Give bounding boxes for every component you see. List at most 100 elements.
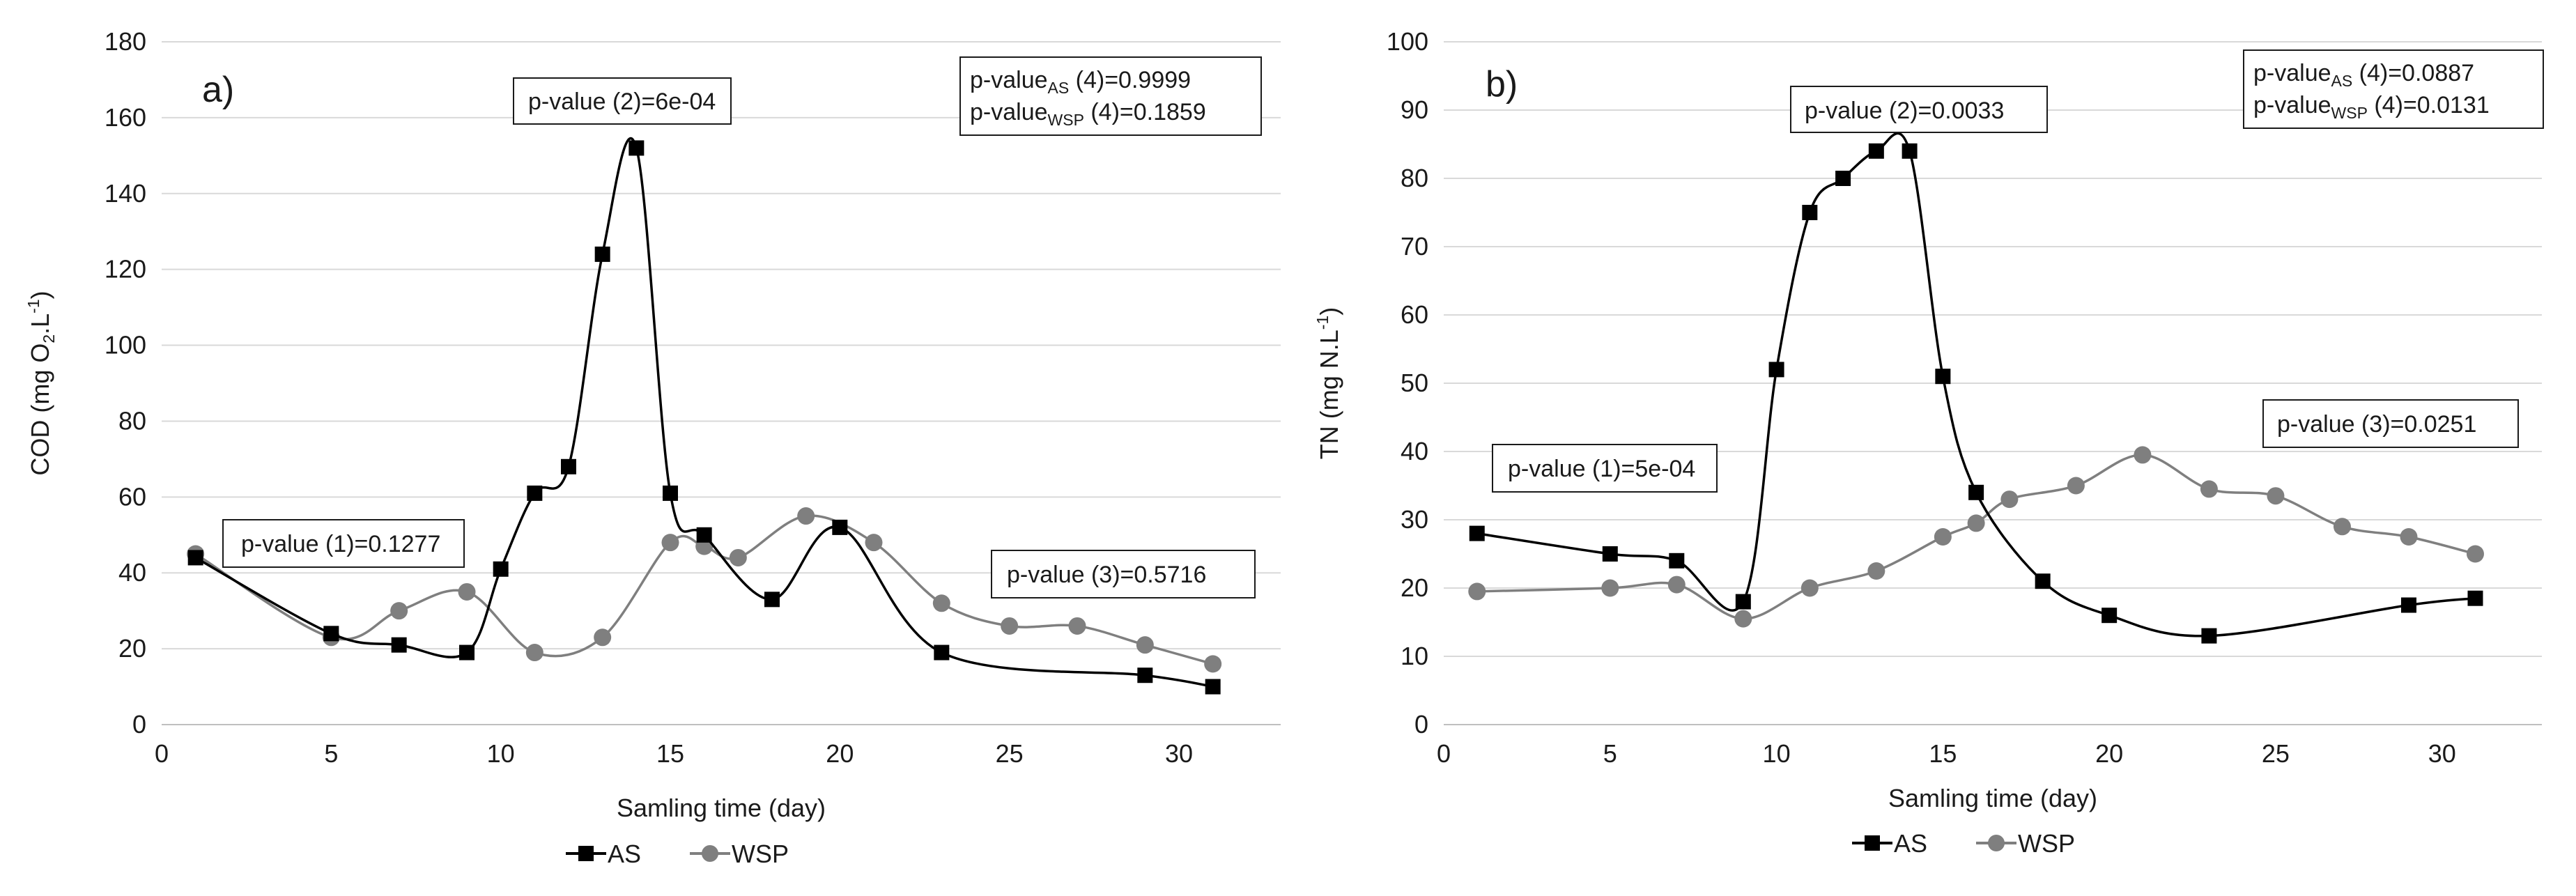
y-tick-label: 70 (1401, 232, 1428, 261)
panel-a-gridlines (162, 41, 1281, 650)
panel-a-pvalue-1-annotation: p-value (1)=0.1277 (222, 519, 465, 568)
panel-a-legend: AS WSP (566, 840, 789, 868)
y-tick-label: 80 (118, 406, 146, 435)
panel-a-axes: 0 20 40 60 80 100 120 140 160 180 0 5 10 15 20 25 30 (105, 27, 1281, 768)
data-point-as (493, 561, 509, 577)
data-point-as (2101, 608, 2118, 624)
data-point-wsp (2000, 491, 2019, 509)
ylabel-superscript: -1 (1313, 316, 1332, 330)
pvalue-suffix: (4)=0.1859 (1084, 99, 1206, 125)
y-tick-label: 140 (105, 179, 146, 208)
data-point-as (1968, 484, 1984, 500)
data-point-as (1802, 205, 1818, 220)
data-point-as (594, 246, 610, 262)
data-point-as (628, 140, 645, 156)
y-tick-label: 80 (1401, 164, 1428, 192)
data-point-as (663, 485, 678, 501)
panel-a-series (187, 137, 1222, 695)
legend-as-label: AS (608, 840, 641, 868)
y-tick-label: 0 (1414, 710, 1428, 739)
y-tick-label: 90 (1401, 95, 1428, 124)
y-tick-label: 20 (118, 634, 146, 663)
panel-b-axes: 0 10 20 30 40 50 60 70 80 90 100 0 5 10 15 20 25 30 (1387, 27, 2542, 768)
pvalue-prefix: p-value (2253, 60, 2331, 86)
data-point-wsp (1734, 610, 1752, 628)
pvalue-1-text: p-value (1)=0.1277 (241, 531, 440, 557)
legend-as-label: AS (1894, 829, 1927, 858)
y-tick-label: 100 (105, 331, 146, 360)
panel-b-gridlines (1444, 41, 2542, 657)
pvalue-subscript: WSP (2331, 104, 2368, 122)
ylabel-subscript: 2 (40, 334, 58, 343)
data-point-as (2035, 573, 2051, 589)
ylabel-part: ) (26, 291, 54, 299)
legend-item-as: AS (1852, 829, 1927, 858)
data-point-as (323, 626, 339, 642)
x-tick-label: 10 (487, 739, 515, 768)
data-point-as (1469, 525, 1485, 541)
data-point-as (1868, 143, 1884, 159)
data-point-as (1768, 362, 1784, 378)
series-line-as (194, 137, 1213, 688)
data-point-wsp (1068, 617, 1086, 635)
pvalue-as-text: p-valueAS (4)=0.0887 (2253, 60, 2474, 90)
data-point-wsp (865, 534, 883, 552)
x-tick-label: 25 (996, 739, 1024, 768)
panel-b-pvalue-3-annotation: p-value (3)=0.0251 (2262, 399, 2519, 448)
data-point-wsp (2067, 477, 2085, 495)
x-tick-label: 5 (324, 739, 338, 768)
data-point-wsp (661, 534, 679, 552)
data-point-wsp (932, 594, 950, 612)
x-tick-label: 20 (2095, 739, 2123, 768)
x-tick-label: 15 (656, 739, 684, 768)
data-point-wsp (458, 582, 476, 601)
ylabel-part: ) (1315, 307, 1343, 316)
legend-item-as: AS (566, 840, 641, 868)
data-point-wsp (1468, 582, 1486, 601)
legend-as-marker (1865, 835, 1880, 851)
data-point-as (1735, 594, 1751, 610)
panel-a-pvalue-4-annotation: p-valueAS (4)=0.9999 p-valueWSP (4)=0.18… (959, 56, 1262, 136)
data-point-wsp (1867, 562, 1885, 580)
data-point-as (459, 644, 475, 661)
pvalue-subscript: WSP (1048, 111, 1084, 129)
y-tick-label: 40 (118, 558, 146, 587)
data-point-wsp (729, 548, 747, 566)
data-point-wsp (797, 507, 815, 525)
y-tick-label: 10 (1401, 642, 1428, 670)
pvalue-prefix: p-value (2253, 92, 2331, 118)
x-tick-label: 5 (1603, 739, 1617, 768)
panel-b-pvalue-4-annotation: p-valueAS (4)=0.0887 p-valueWSP (4)=0.01… (2243, 49, 2544, 129)
panel-b-x-axis-title: Samling time (day) (1888, 784, 2097, 812)
panel-a-letter: a) (202, 70, 234, 110)
data-point-wsp (1601, 579, 1619, 597)
x-tick-label: 0 (1437, 739, 1451, 768)
data-point-as (561, 458, 576, 474)
data-point-as (391, 637, 407, 653)
data-point-as (1602, 546, 1618, 562)
data-point-wsp (1136, 636, 1154, 654)
data-point-as (1902, 143, 1918, 159)
series-line-as (1476, 132, 2476, 638)
pvalue-2-text: p-value (2)=0.0033 (1805, 98, 2004, 124)
data-point-wsp (2466, 545, 2484, 563)
x-tick-label: 30 (2428, 739, 2456, 768)
legend-wsp-label: WSP (2018, 829, 2075, 858)
x-tick-label: 15 (1929, 739, 1957, 768)
data-point-as (1205, 679, 1221, 695)
data-point-wsp (1934, 528, 1952, 546)
data-point-as (764, 592, 780, 608)
data-point-as (2400, 597, 2416, 613)
data-point-as (1935, 369, 1951, 385)
data-point-wsp (2134, 446, 2152, 464)
pvalue-1-text: p-value (1)=5e-04 (1508, 456, 1695, 482)
legend-item-wsp: WSP (690, 840, 789, 868)
data-point-wsp (1204, 655, 1222, 673)
pvalue-wsp-text: p-valueWSP (4)=0.1859 (970, 99, 1206, 129)
panel-b-series (1468, 132, 2484, 644)
legend-as-marker (578, 846, 594, 861)
y-tick-label: 180 (105, 27, 146, 56)
y-tick-label: 50 (1401, 369, 1428, 397)
